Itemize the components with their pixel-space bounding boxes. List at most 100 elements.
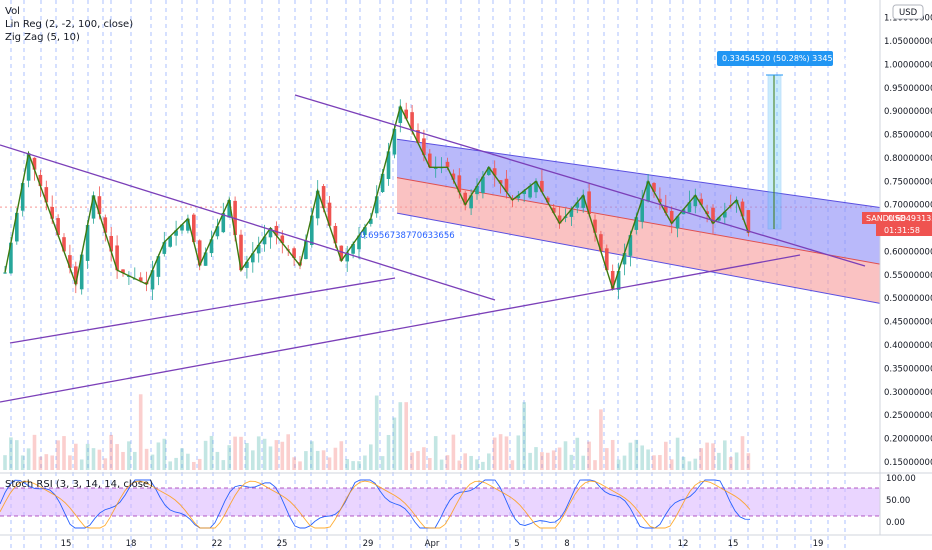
price-tick-label: 0.85000000	[884, 131, 932, 141]
candle-body	[605, 248, 609, 271]
price-tick-label: 0.95000000	[884, 84, 932, 94]
time-tick-label: 22	[212, 539, 223, 549]
candle-body	[180, 224, 184, 231]
volume-bar	[516, 435, 521, 470]
candle-body	[91, 195, 96, 219]
volume-bar	[392, 417, 397, 470]
channel-lower-line	[396, 212, 881, 304]
volume-bar	[91, 448, 96, 470]
volume-bar	[699, 448, 703, 470]
volume-bar	[3, 455, 7, 470]
volume-bar	[357, 461, 361, 470]
candle-body	[121, 269, 125, 273]
legend-zigzag[interactable]: Zig Zag (5, 10)	[5, 32, 80, 43]
volume-bar	[144, 448, 149, 470]
time-axis: 15 18 22 25 29 Apr 5 8 12 15 19	[0, 534, 932, 549]
volume-bar	[79, 459, 84, 470]
candle-body	[540, 180, 544, 192]
volume-bar	[186, 453, 190, 470]
volume-bar	[74, 443, 78, 470]
candle-body	[221, 213, 226, 233]
stoch-k-line	[0, 479, 751, 529]
candle-body	[15, 212, 19, 242]
volume-bar	[504, 436, 509, 470]
trendline	[294, 94, 866, 267]
channel-lower-band	[397, 177, 880, 304]
candle-body	[658, 198, 662, 203]
candle-body	[616, 270, 621, 290]
candle-body	[646, 181, 650, 202]
candle-body	[416, 130, 420, 143]
candle-body	[469, 195, 473, 209]
candle-body	[398, 106, 403, 124]
volume-bar	[433, 436, 438, 470]
price-tag	[862, 212, 932, 224]
volume-bar	[593, 460, 597, 470]
volume-bar	[492, 437, 497, 470]
volume-bar	[20, 455, 25, 470]
candle-body	[392, 128, 397, 155]
candle-body	[445, 161, 450, 168]
candle-body	[256, 244, 261, 254]
volume-bar	[44, 454, 49, 470]
candle-body	[492, 168, 497, 176]
volume-bar	[233, 436, 237, 470]
legend-linreg[interactable]: Lin Reg (2, -2, 100, close)	[5, 19, 133, 30]
candle-body	[103, 217, 108, 233]
volume-bar	[622, 455, 627, 470]
volume-bar	[575, 437, 580, 470]
price-range-measure[interactable]	[766, 74, 783, 230]
volume-bar	[221, 460, 226, 470]
candle-body	[675, 216, 680, 229]
volume-bar	[734, 452, 739, 470]
candle-body	[410, 112, 414, 131]
volume-bar	[705, 442, 709, 470]
volume-bar	[298, 461, 302, 470]
time-tick-label: 5	[514, 539, 519, 549]
candle-body	[50, 206, 54, 219]
candle-body	[575, 202, 580, 208]
measure-label: 0.33454520 (50.28%) 33454520	[722, 54, 853, 63]
volume-bar	[203, 440, 208, 470]
volume-bar	[262, 438, 267, 470]
volume-bar	[138, 394, 143, 470]
candle-body	[699, 198, 703, 205]
legend-vol[interactable]: Vol	[5, 6, 20, 17]
volume-bar	[32, 434, 37, 470]
time-tick-label: 8	[564, 539, 569, 549]
volume-bar	[569, 454, 574, 470]
legend-stoch-rsi[interactable]: Stoch RSI (3, 3, 14, 14, close)	[5, 479, 153, 490]
candle-body	[68, 255, 72, 268]
candle-body	[197, 240, 202, 266]
candle-body	[38, 174, 43, 186]
candle-body	[239, 234, 243, 271]
volume-bar	[215, 451, 220, 470]
candle-body	[186, 218, 190, 231]
candle-body	[687, 202, 692, 213]
volume-bar	[563, 441, 568, 470]
time-tick-label: Apr	[425, 539, 440, 549]
candle-body	[262, 236, 267, 245]
volume-bar	[439, 459, 444, 470]
candle-body	[504, 178, 509, 192]
volume-bar	[333, 447, 338, 470]
price-tick-label: 0.80000000	[884, 154, 932, 164]
volume-bar	[9, 437, 13, 470]
volume-bar	[605, 448, 609, 470]
price-tick-label: 0.70000000	[884, 201, 932, 211]
volume-bar	[540, 452, 544, 470]
candle-body	[475, 185, 479, 195]
volume-bar	[723, 440, 727, 470]
candle-body	[203, 252, 208, 266]
price-tick-label: 0.45000000	[884, 318, 932, 328]
price-tick-label: 0.30000000	[884, 388, 932, 398]
volume-bar	[174, 457, 178, 470]
candle-body	[327, 202, 332, 226]
time-tick-label: 15	[728, 539, 739, 549]
candle-body	[292, 248, 296, 259]
currency-badge[interactable]	[892, 4, 924, 20]
volume-bar	[640, 445, 644, 470]
candle-body	[109, 235, 113, 252]
candle-body	[138, 277, 143, 282]
